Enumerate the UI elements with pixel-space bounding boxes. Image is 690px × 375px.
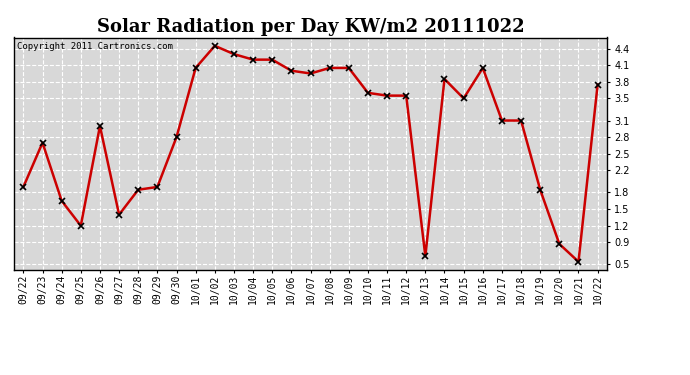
- Title: Solar Radiation per Day KW/m2 20111022: Solar Radiation per Day KW/m2 20111022: [97, 18, 524, 36]
- Text: Copyright 2011 Cartronics.com: Copyright 2011 Cartronics.com: [17, 42, 172, 51]
